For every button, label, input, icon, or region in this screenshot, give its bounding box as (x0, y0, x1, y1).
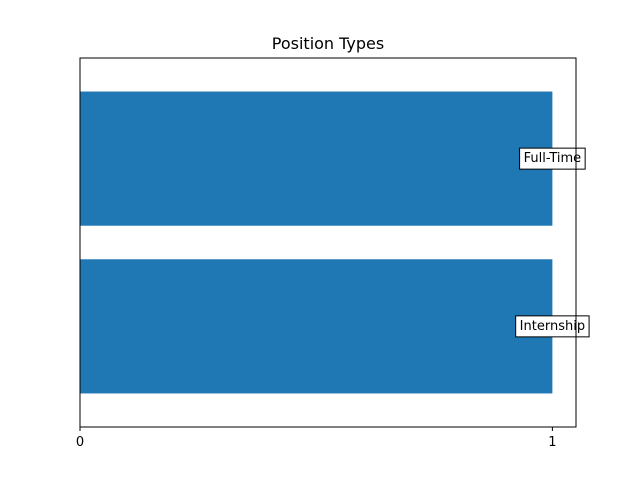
x-tick-label: 1 (548, 435, 556, 450)
bar-internship (80, 259, 553, 394)
x-tick-label: 0 (76, 435, 84, 450)
data-label-full-time: Full-Time (519, 147, 586, 170)
data-label-internship: Internship (515, 315, 590, 338)
bar-full-time (80, 91, 553, 226)
bars-layer (80, 91, 553, 394)
data-label-box (515, 315, 590, 338)
data-label-box (519, 147, 586, 170)
data-label-text: Internship (520, 319, 585, 334)
chart-title: Position Types (272, 34, 384, 53)
data-label-text: Full-Time (524, 151, 582, 166)
data-labels-layer: Internship Full-Time (515, 147, 590, 338)
plot-frame (79, 57, 577, 428)
